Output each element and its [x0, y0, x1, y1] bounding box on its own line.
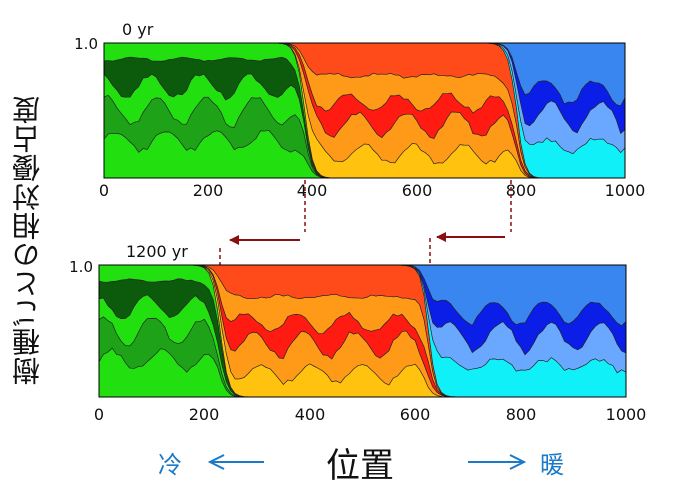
panel-0yr-areas — [103, 42, 626, 179]
panel-0yr-frame — [103, 42, 626, 179]
panel-0yr-xtick-200: 200 — [193, 181, 224, 200]
panel-0yr-xtick-800: 800 — [506, 181, 537, 200]
panel-1200yr-xtick-800: 800 — [506, 405, 537, 424]
position-label: 位置 — [326, 445, 394, 486]
shift-indicators — [219, 180, 512, 280]
warm-arrow-icon — [468, 454, 527, 470]
cold-arrow-icon — [207, 454, 264, 470]
panel-1200yr-xtick-1000: 1000 — [606, 405, 647, 424]
panel-1200yr-xtick-600: 600 — [400, 405, 431, 424]
cold-label: 冷 — [158, 450, 182, 479]
panel-0yr-xtick-600: 600 — [402, 181, 433, 200]
panel-1200yr-xtick-200: 200 — [189, 405, 220, 424]
warm-label: 暖 — [540, 450, 564, 479]
panel-0yr-ytick: 1.0 — [74, 35, 98, 53]
panel-1200yr-ytick: 1.0 — [69, 258, 93, 276]
panel-1200yr: 1200 yr 1.0 0 200 400 600 800 1000 — [69, 242, 646, 424]
panel-0yr-xtick-1000: 1000 — [605, 181, 646, 200]
panel-0yr-xtick-400: 400 — [297, 181, 328, 200]
panel-0yr-xtick-0: 0 — [99, 181, 109, 200]
panel-1200yr-xtick-0: 0 — [94, 405, 104, 424]
panel-1200yr-frame — [98, 264, 627, 398]
panel-1200yr-xtick-400: 400 — [295, 405, 326, 424]
panel-1200yr-areas — [98, 264, 627, 398]
panel-1200yr-title: 1200 yr — [126, 242, 188, 261]
panel-0yr: 0 yr 1.0 0 200 400 600 800 1000 — [74, 20, 645, 200]
panel-0yr-title: 0 yr — [122, 20, 154, 39]
y-axis-label: 樹種ごとの相対優占度 — [11, 95, 44, 385]
